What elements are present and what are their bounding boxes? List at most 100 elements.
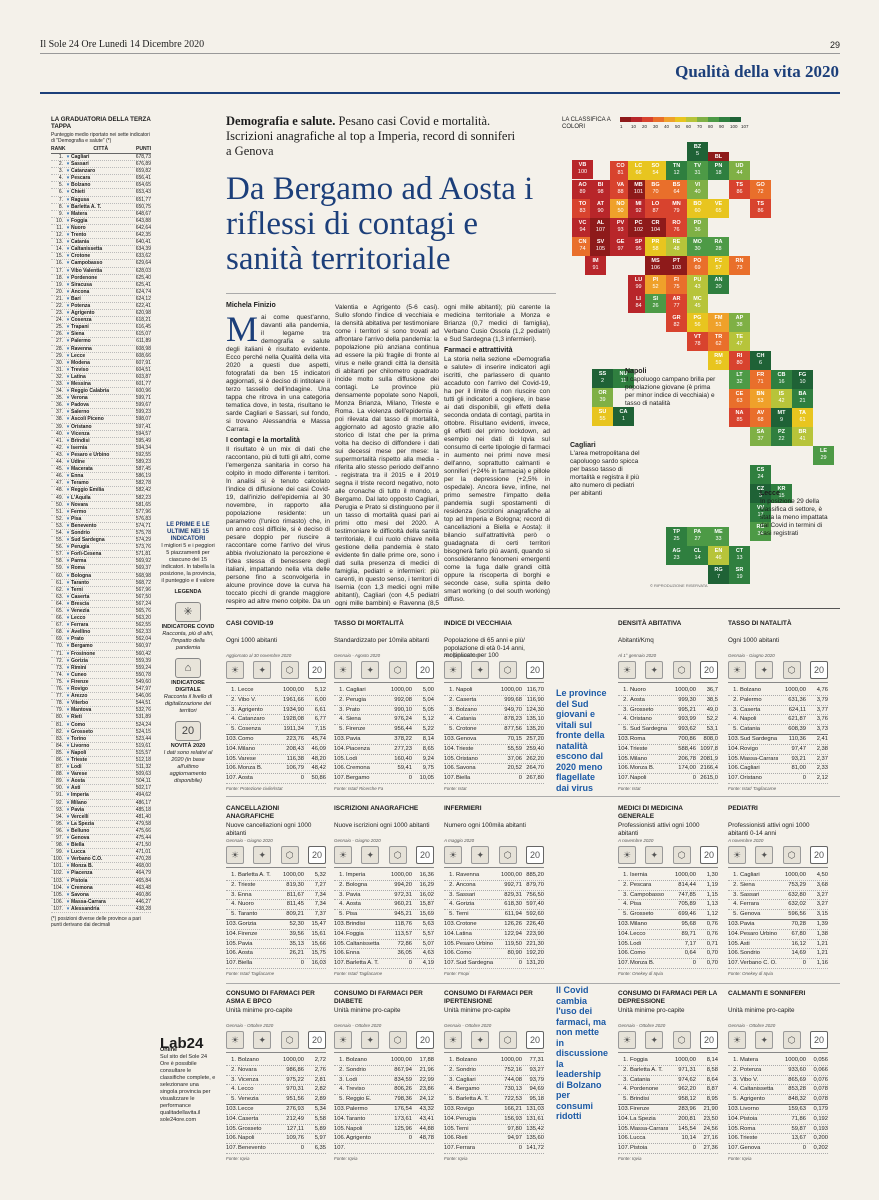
indicator-position: 107. [728, 960, 740, 967]
indicator-row: 3. Vibo V. 865,69 0,076 [728, 1076, 828, 1086]
indicator-row: 107. Genova 0 0,202 [728, 1144, 828, 1154]
trend-marker-icon: ▾ [66, 756, 70, 763]
indicator-province: Nuoro [238, 901, 254, 908]
province-rank: 38 [736, 322, 743, 328]
indicator-province: Terni [456, 1125, 469, 1132]
province-tile: CH 6 [750, 351, 771, 370]
ranking-position: 31. [56, 366, 63, 373]
indicator-province: Lecce [238, 687, 254, 693]
province-tile: LO 87 [645, 199, 666, 218]
ranking-city: Roma [71, 565, 85, 572]
indicator-unit: Ogni 1000 abitanti [226, 637, 278, 644]
province-rank: 86 [757, 208, 764, 214]
indicator-row: 4. Ferrara 632,02 3,27 [728, 900, 828, 911]
calendar-2020-icon: 20 [809, 661, 828, 679]
province-rank: 70 [652, 189, 659, 195]
indicator-value: 21,96 [419, 1066, 434, 1073]
ranking-city: Gorizia [71, 657, 88, 664]
ranking-points: 599,67 [135, 402, 151, 409]
trend-marker-icon: ▾ [66, 600, 70, 607]
ranking-row: 67. ▾ Ferrara 562,55 [51, 622, 151, 630]
trend-marker-icon: ▾ [66, 288, 70, 295]
ranking-points: 502,17 [135, 785, 151, 792]
indicator-title: CONSUMO DI FARMACI PER IPERTENSIONE [444, 990, 533, 1005]
indicator-province: Matera [740, 1057, 759, 1063]
province-code: CA [619, 409, 628, 415]
covid-icon: ☀ [226, 846, 244, 864]
ranking-row: 68. ▾ Avellino 562,33 [51, 629, 151, 637]
indicator-row: 106. Monza B. 174,00 2166,4 [618, 764, 718, 775]
ranking-position: 98. [56, 842, 63, 849]
scale-swatch [631, 117, 642, 122]
province-code: RA [714, 239, 723, 245]
indicator-value: 5,97 [314, 1135, 326, 1142]
calendar-2020-icon: 20 [809, 1031, 828, 1049]
indicator-position: 106. [728, 1135, 740, 1142]
indicator-value: 36,7 [706, 687, 718, 693]
indicator-score: 971,31 [678, 1066, 696, 1073]
indicator-value: 4,50 [816, 872, 828, 878]
indicator-score: 55,59 [507, 745, 522, 752]
indicator-province: Perugia [346, 696, 366, 703]
indicator-score: 116,38 [286, 755, 304, 762]
indicator-province: Oristano [630, 716, 652, 723]
scale-label: 100 [730, 124, 738, 129]
indicator-position: 106. [444, 765, 456, 772]
indicator-province: Catanzaro [238, 716, 265, 723]
ranking-row: 34. ▾ Reggio Calabria 600,96 [51, 388, 151, 396]
indicator-province: Grosseto [238, 1125, 262, 1132]
col-city: CITTÀ [93, 146, 109, 152]
ranking-city: Imperia [71, 792, 89, 799]
province-code: RI [736, 353, 743, 359]
indicator-value: 8,14 [706, 1057, 718, 1063]
province-tile: GR 82 [666, 313, 687, 332]
ranking-position: 79. [56, 707, 63, 714]
ranking-position: 58. [56, 558, 63, 565]
indicator-province: Roma [740, 1125, 756, 1132]
indicator-row: 103. Gorizia 52,30 15,47 [226, 920, 326, 930]
indicator-row: 104. Lecco 89,71 0,76 [618, 930, 718, 940]
indicator-position: 103. [226, 735, 238, 742]
indicator-province: Enna [238, 891, 252, 898]
trend-marker-icon: ▾ [66, 650, 70, 657]
ranking-points: 569,92 [135, 558, 151, 565]
ranking-city: Reggio Emilia [71, 487, 105, 494]
ranking-city: Pescara [71, 175, 91, 182]
trend-marker-icon: ▾ [66, 267, 70, 274]
ranking-position: 104. [53, 884, 63, 891]
ranking-row: 100. ▾ Verbano C.O. 470,28 [51, 856, 151, 864]
province-code: BO [693, 201, 702, 207]
ranking-city: Ascoli Piceno [71, 416, 104, 423]
digital-icon: ✦ [645, 1031, 664, 1049]
indicator-position: 106. [618, 1135, 630, 1142]
ranking-row: 75. ▾ Firenze 549,60 [51, 679, 151, 687]
ranking-position: 93. [56, 806, 63, 813]
province-rank: 88 [617, 189, 624, 195]
indicator-value: 0,056 [813, 1057, 828, 1063]
trend-marker-icon: ▾ [66, 473, 70, 480]
indicator-value: 267,80 [526, 775, 544, 782]
indicator-row: 5. Grosseto 699,46 1,12 [618, 910, 718, 920]
indicator-value: 0,078 [813, 1086, 828, 1093]
indicator-position: 4. [623, 901, 628, 908]
scale-swatch [642, 117, 653, 122]
ranking-position: 106. [53, 898, 63, 905]
new-label: NOVITÀ 2020 [170, 743, 206, 749]
indicator-row: 107. Oristano 0 2,12 [728, 774, 828, 784]
indicator-row: 106. Aosta 26,21 15,75 [226, 949, 326, 960]
indicator-province: Sondrio [456, 1066, 476, 1073]
ranking-points: 625,40 [135, 274, 151, 281]
indicator-province: Ravenna [456, 872, 480, 878]
indicator-value: 7,15 [314, 726, 326, 733]
ranking-points: 624,12 [135, 295, 151, 302]
indicator-province: Lucca [630, 1135, 646, 1142]
indicator-score: 945,21 [394, 911, 412, 918]
indicator-value: 116,90 [526, 696, 544, 703]
ranking-city: Terni [71, 586, 83, 593]
indicator-row: 105. Milano 206,78 2081,9 [618, 755, 718, 765]
ranking-city: Bergamo [71, 643, 93, 650]
indicator-score: 951,56 [286, 1096, 304, 1103]
province-tile: PV 93 [610, 218, 631, 237]
province-code: VE [714, 201, 723, 207]
